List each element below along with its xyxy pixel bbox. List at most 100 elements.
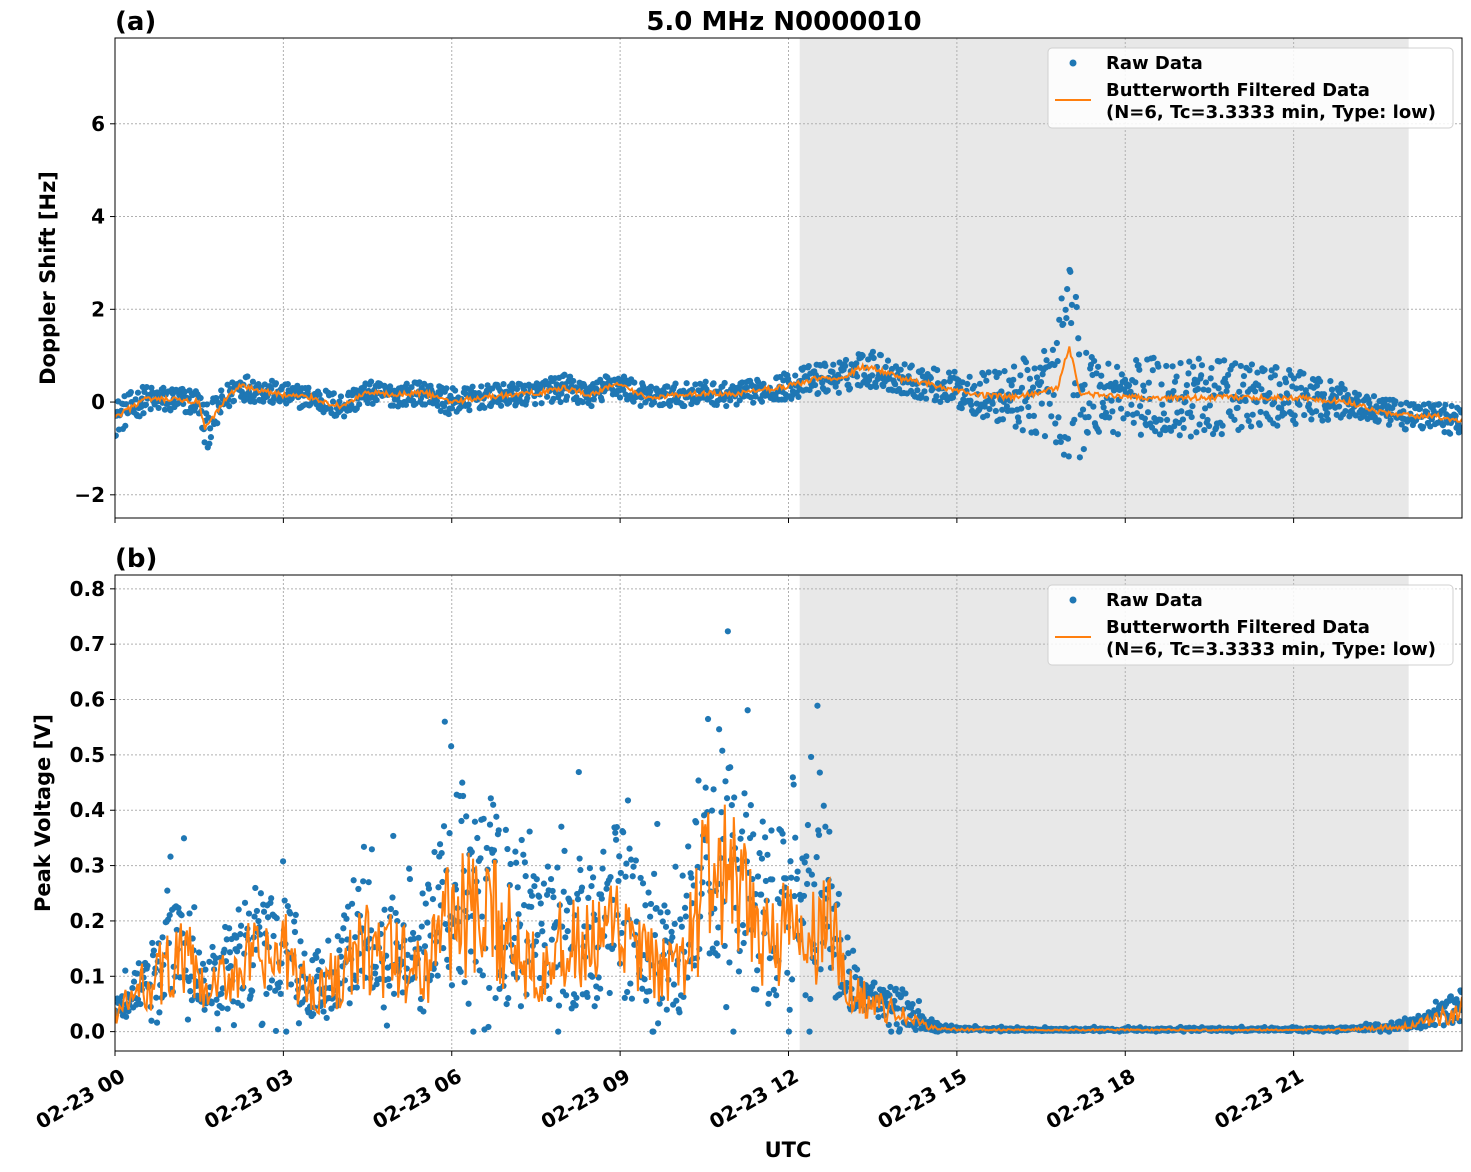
raw-data-point: [266, 984, 273, 991]
x-tick-label-4: 02-23 12: [705, 1064, 803, 1134]
raw-data-point: [1055, 414, 1062, 421]
raw-data-point: [915, 1008, 922, 1015]
raw-data-point: [1324, 410, 1331, 417]
raw-data-point: [1053, 339, 1060, 347]
raw-data-point: [853, 373, 861, 380]
raw-data-point: [1237, 362, 1244, 370]
raw-data-point: [598, 397, 605, 404]
raw-data-point: [1402, 426, 1409, 433]
raw-data-point: [1336, 403, 1343, 410]
raw-data-point: [549, 887, 556, 895]
raw-data-point: [894, 1005, 901, 1012]
raw-data-point: [1208, 364, 1215, 372]
raw-data-point: [272, 1027, 280, 1035]
raw-data-point: [537, 900, 544, 907]
raw-data-point: [352, 934, 359, 941]
raw-data-point: [1114, 363, 1121, 371]
raw-data-point: [664, 383, 671, 390]
raw-data-point: [1100, 404, 1107, 411]
raw-data-point: [1261, 366, 1268, 374]
raw-data-point: [268, 385, 275, 393]
raw-data-point: [662, 923, 670, 930]
raw-data-point: [639, 985, 646, 992]
raw-data-point: [633, 918, 640, 925]
raw-data-point: [1442, 401, 1449, 408]
raw-data-point: [149, 939, 156, 947]
raw-data-point: [912, 1026, 919, 1034]
raw-data-point: [279, 858, 287, 865]
raw-data-point: [735, 968, 743, 975]
raw-data-point: [277, 990, 284, 998]
raw-data-point: [736, 397, 743, 404]
raw-data-point: [618, 929, 625, 937]
raw-data-point: [1048, 413, 1055, 420]
x-tick-label-6: 02-23 18: [1042, 1064, 1140, 1134]
raw-data-point: [435, 884, 442, 891]
raw-data-point: [1169, 363, 1176, 370]
raw-data-point: [512, 848, 519, 855]
raw-data-point: [1003, 403, 1011, 410]
raw-data-point: [1167, 427, 1175, 434]
raw-data-point: [563, 393, 571, 400]
y-tick-label-a-0: −2: [74, 483, 105, 507]
raw-data-point: [588, 882, 595, 890]
raw-data-point: [442, 921, 449, 928]
raw-data-point: [448, 743, 455, 750]
raw-data-point: [1452, 412, 1459, 419]
raw-data-point: [209, 943, 216, 951]
raw-data-point: [959, 379, 966, 386]
raw-data-point: [223, 936, 230, 943]
raw-data-point: [1258, 386, 1265, 393]
raw-data-point: [574, 896, 582, 903]
raw-data-point: [503, 1000, 510, 1008]
raw-data-point: [891, 997, 898, 1005]
raw-data-point: [1336, 389, 1344, 396]
raw-data-point: [786, 1006, 793, 1013]
panel-b-peak-voltage: 0.0 0.1 0.2 0.3 0.4 0.5 0.6 0.7 0.8 02-23 00 02-23…: [31, 544, 1463, 1134]
raw-data-point: [531, 883, 538, 890]
raw-data-point: [367, 378, 375, 385]
raw-data-point: [237, 931, 244, 938]
raw-data-point: [992, 407, 999, 415]
raw-data-point: [195, 949, 203, 956]
raw-data-point: [788, 874, 795, 881]
raw-data-point: [1079, 406, 1087, 413]
raw-data-point: [760, 380, 767, 387]
raw-data-point: [1145, 379, 1152, 386]
raw-data-point: [1073, 303, 1080, 311]
raw-data-point: [479, 972, 486, 979]
y-axis-label-b: Peak Voltage [V]: [31, 714, 55, 912]
raw-data-point: [892, 381, 899, 388]
raw-data-point: [475, 390, 483, 397]
raw-data-point: [600, 848, 607, 855]
raw-data-point: [666, 402, 674, 409]
raw-data-point: [651, 870, 658, 877]
raw-data-point: [1231, 416, 1238, 423]
raw-data-point: [218, 387, 225, 394]
raw-data-point: [478, 383, 485, 390]
raw-data-point: [853, 966, 861, 973]
raw-data-point: [287, 981, 295, 988]
raw-data-point: [657, 909, 664, 916]
raw-data-point: [206, 958, 213, 965]
raw-data-point: [1251, 388, 1259, 395]
raw-data-point: [1124, 410, 1131, 418]
raw-data-point: [811, 381, 819, 389]
raw-data-point: [1435, 401, 1443, 408]
raw-data-point: [500, 381, 507, 388]
raw-data-point: [739, 828, 746, 835]
raw-data-point: [941, 378, 948, 386]
raw-data-point: [313, 954, 320, 961]
raw-data-point: [1316, 378, 1324, 385]
raw-data-point: [329, 398, 337, 405]
raw-data-point: [753, 986, 760, 993]
raw-data-point: [1093, 370, 1100, 377]
raw-data-point: [1223, 388, 1230, 395]
y-tick-label-a-2: 2: [91, 297, 105, 321]
raw-data-point: [597, 985, 604, 992]
raw-data-point: [723, 402, 730, 410]
y-tick-label-b-3: 0.3: [70, 854, 105, 878]
raw-data-point: [459, 779, 466, 786]
raw-data-point: [1204, 416, 1211, 424]
raw-data-point: [1198, 372, 1205, 379]
